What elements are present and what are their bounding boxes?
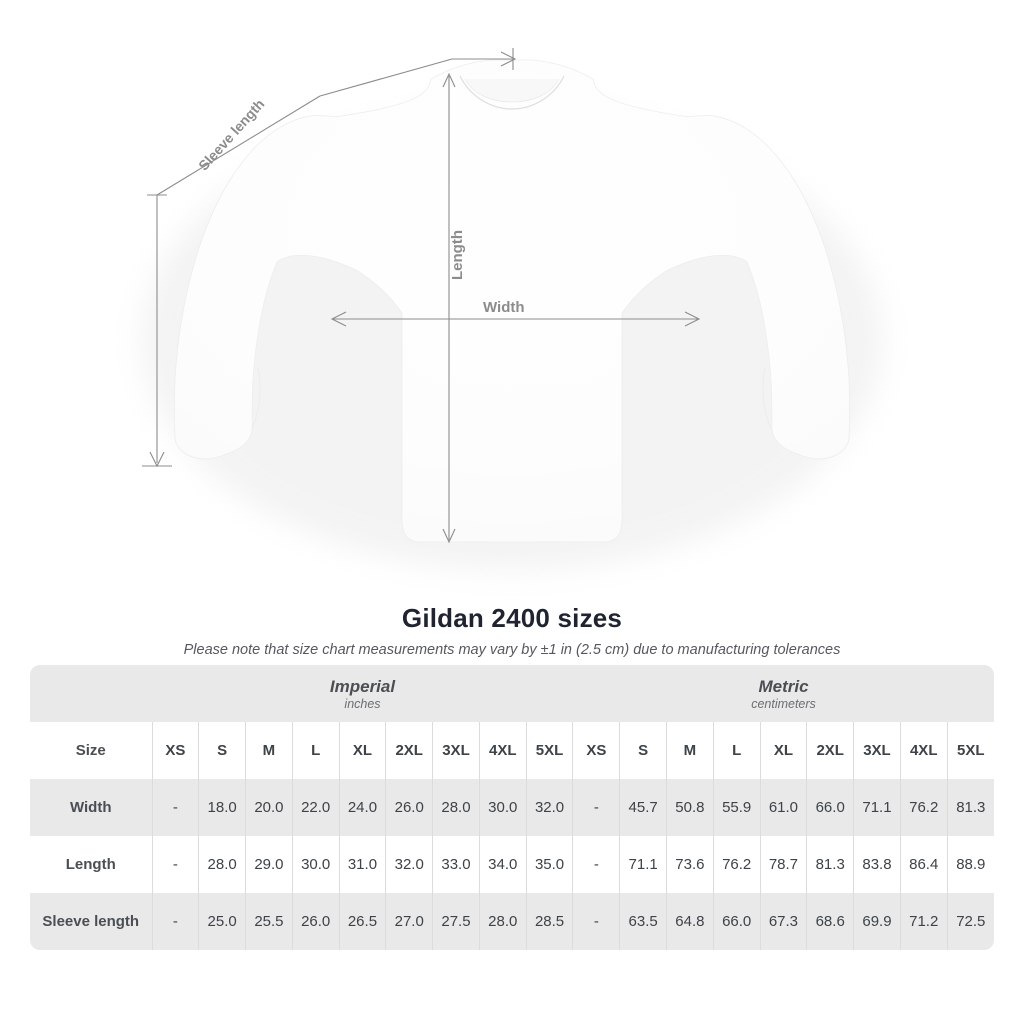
svg-text:Width: Width bbox=[483, 299, 525, 316]
svg-text:Length: Length bbox=[449, 230, 466, 280]
